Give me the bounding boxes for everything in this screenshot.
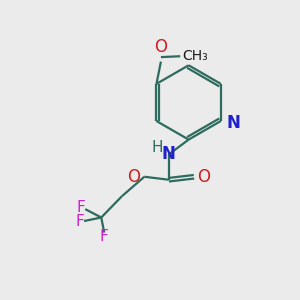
Text: N: N <box>226 113 240 131</box>
Text: O: O <box>127 168 140 186</box>
Text: F: F <box>100 229 109 244</box>
Text: H: H <box>152 140 163 155</box>
Text: CH₃: CH₃ <box>183 49 208 63</box>
Text: F: F <box>76 214 84 230</box>
Text: F: F <box>77 200 85 214</box>
Text: N: N <box>162 146 176 164</box>
Text: O: O <box>154 38 167 56</box>
Text: O: O <box>198 168 211 186</box>
